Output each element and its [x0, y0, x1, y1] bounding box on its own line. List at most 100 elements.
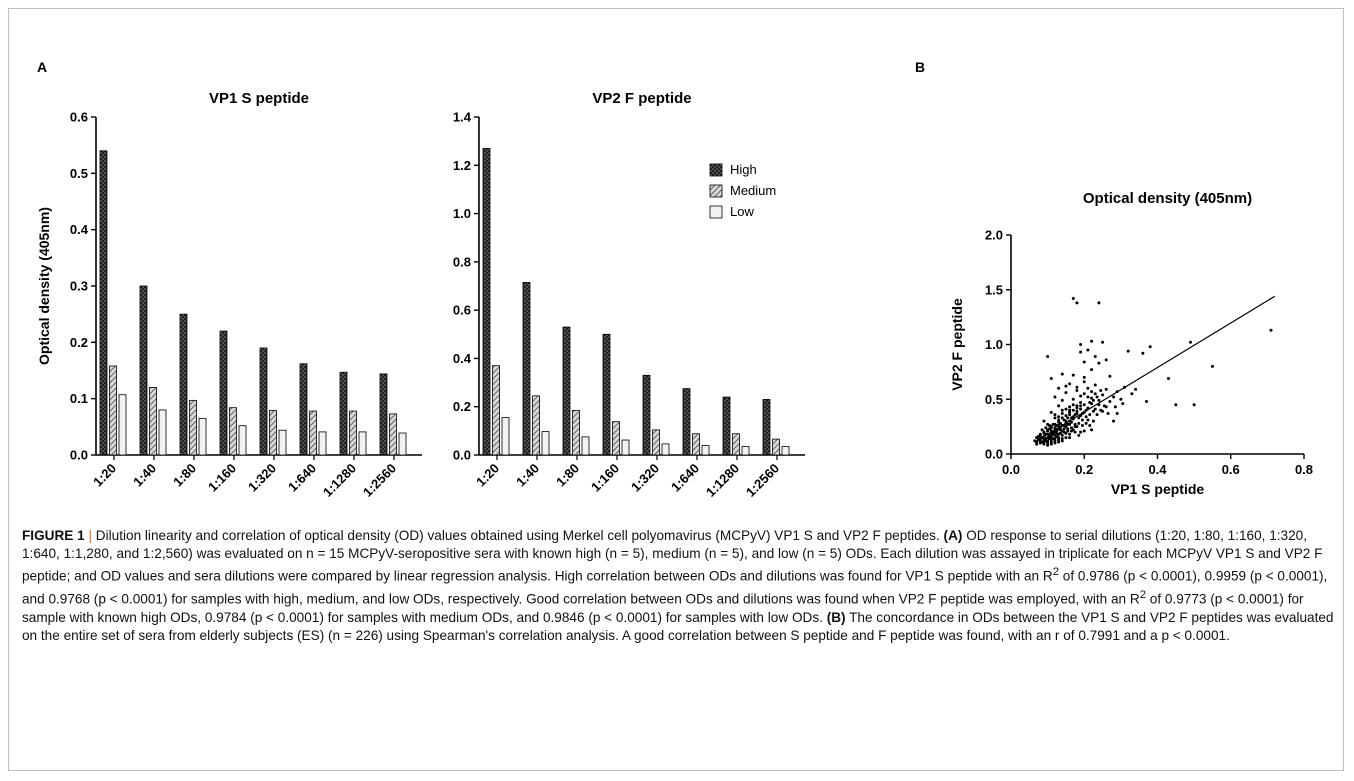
scatter-point: [1148, 345, 1152, 349]
bar-low: [358, 431, 367, 456]
y-axis-title: VP2 F peptide: [949, 298, 965, 391]
y-tick-label: 0.6: [453, 303, 471, 318]
bar-high: [139, 285, 148, 456]
bar-low: [661, 443, 670, 456]
scatter-point: [1057, 418, 1061, 422]
scatter-point: [1073, 413, 1077, 417]
scatter-point: [1080, 424, 1084, 428]
x-tick-label: 1:640: [285, 461, 319, 495]
x-tick-label: 1:2560: [360, 461, 399, 500]
scatter-point: [1044, 439, 1048, 443]
y-tick-label: 0.3: [70, 279, 88, 294]
scatter-point: [1079, 407, 1083, 411]
scatter-point: [1079, 343, 1083, 346]
scatter-point: [1060, 433, 1064, 437]
bar-high: [259, 347, 268, 456]
scatter-point: [1119, 397, 1123, 401]
y-tick-label: 0.0: [453, 448, 471, 463]
scatter-point: [1104, 358, 1108, 362]
scatter-point: [1097, 301, 1101, 305]
bar-low: [278, 429, 287, 456]
scatter-point: [1033, 439, 1037, 443]
caption-superscript-2: 2: [1139, 589, 1146, 602]
scatter-point: [1046, 443, 1050, 447]
chart-title: VP1 S peptide: [209, 90, 309, 107]
scatter-point: [1071, 397, 1075, 401]
y-tick-label: 0.0: [70, 448, 88, 463]
y-tick-label: 0.8: [453, 254, 471, 269]
scatter-point: [1115, 411, 1119, 415]
bar-low: [398, 432, 407, 456]
scatter-point: [1057, 415, 1061, 419]
bar-high: [602, 333, 611, 456]
chart-vp2-f-peptide: VP2 F peptide 0.0 0.2 0.4 0.6 0.8 1.0 1.2 1.4 1:2…: [453, 90, 805, 500]
scatter-point: [1046, 355, 1050, 359]
scatter-point: [1097, 361, 1101, 365]
scatter-point: [1071, 403, 1075, 407]
bar-high: [99, 150, 108, 456]
bar-high: [562, 326, 571, 456]
scatter-point: [1086, 386, 1090, 390]
scatter-point: [1126, 349, 1130, 353]
scatter-point: [1075, 404, 1079, 408]
legend-label-low: Low: [730, 204, 754, 219]
scatter-point: [1068, 410, 1072, 414]
caption-text-d: of 0.9773 (p < 0.0001) for sample with k…: [22, 591, 1304, 625]
scatter-point: [1082, 360, 1086, 364]
scatter-point: [1046, 441, 1050, 445]
scatter-point: [1066, 427, 1070, 431]
x-tick-label: 1:20: [90, 461, 119, 490]
x-tick-label: 1:160: [588, 461, 622, 495]
scatter-point: [1090, 428, 1094, 432]
scatter-point: [1047, 437, 1051, 441]
bar-medium: [309, 410, 317, 456]
scatter-point: [1068, 413, 1072, 417]
scatter-point: [1082, 429, 1086, 433]
caption-text-a: Dilution linearity and correlation of op…: [95, 528, 940, 543]
legend-swatch-high: [709, 163, 723, 177]
scatter-point: [1166, 376, 1170, 380]
scatter-point: [1141, 351, 1145, 355]
scatter-point: [1174, 403, 1178, 407]
x-tick-label: 1:40: [513, 461, 542, 490]
scatter-point: [1130, 392, 1134, 396]
scatter-point: [1057, 438, 1061, 442]
scatter-point: [1104, 387, 1108, 391]
bar-medium: [492, 365, 500, 456]
scatter-point: [1084, 415, 1088, 419]
scatter-point: [1077, 416, 1081, 420]
scatter-point: [1269, 328, 1273, 332]
scatter-point: [1053, 395, 1057, 399]
y-tick-label: 0.4: [70, 222, 89, 237]
x-tick-label: 0.8: [1295, 462, 1313, 477]
x-tick-label: 1:320: [628, 461, 662, 495]
scatter-point: [1099, 408, 1103, 412]
scatter-point: [1062, 418, 1066, 422]
scatter-point: [1095, 413, 1099, 417]
scatter-point: [1095, 395, 1099, 399]
scatter-point: [1086, 348, 1090, 352]
scatter-point: [1053, 426, 1057, 430]
bar-high: [339, 371, 348, 456]
y-tick-label: 1.0: [985, 337, 1003, 352]
scatter-point: [1082, 380, 1086, 384]
scatter-point: [1071, 408, 1075, 412]
scatter-point: [1101, 393, 1105, 397]
scatter-point: [1086, 418, 1090, 422]
scatter-point: [1106, 411, 1110, 415]
caption-separator: |: [88, 528, 93, 543]
bar-low: [238, 425, 247, 456]
scatter-point: [1071, 297, 1075, 301]
bar-low: [701, 445, 710, 456]
scatter-point: [1055, 429, 1059, 433]
scatter-point: [1090, 390, 1094, 394]
scatter-point: [1093, 383, 1097, 387]
scatter-point: [1101, 340, 1105, 344]
caption-text-e: The concordance in ODs between the VP1 S…: [22, 609, 1334, 644]
scatter-point: [1038, 433, 1042, 437]
scatter-point: [1040, 428, 1044, 432]
caption-label-a: (A): [943, 528, 963, 543]
bar-low: [781, 446, 790, 456]
scatter-point: [1102, 404, 1106, 408]
bar-high: [482, 147, 491, 456]
